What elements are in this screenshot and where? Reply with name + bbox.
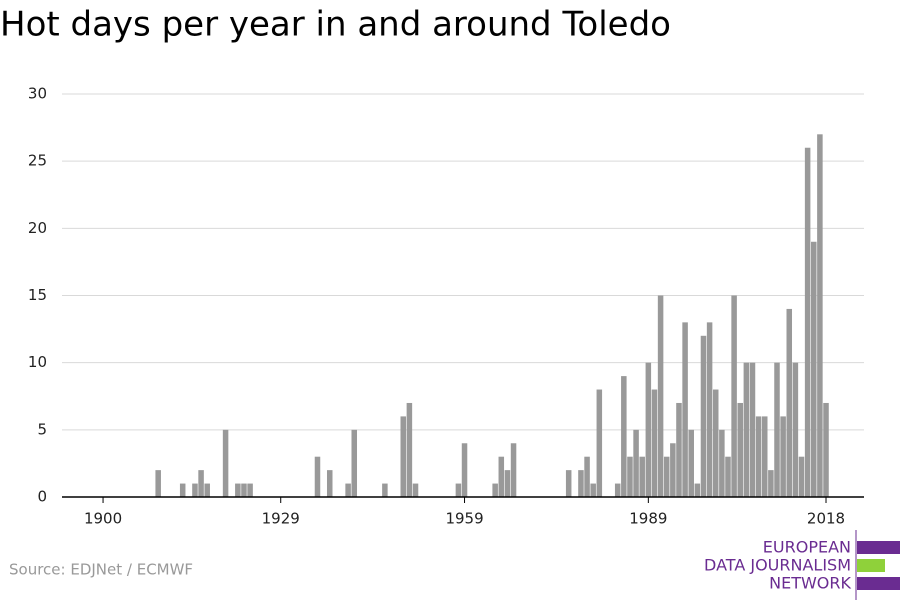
bar [596,389,603,497]
logo-text: NETWORK [769,574,851,593]
bar [761,416,768,497]
bar [823,402,829,497]
bar [706,322,713,497]
bar [247,483,253,497]
bar [817,134,823,498]
bar [627,456,633,497]
bar [780,416,786,497]
bar [749,362,756,497]
logo-text: EUROPEAN [763,538,851,557]
bar [455,483,462,497]
logo-bar [857,559,885,572]
bar [663,456,670,497]
bar [768,470,774,497]
logo-text: DATA JOURNALISM [704,556,851,575]
bar [633,429,639,497]
bar [345,483,351,497]
chart-title: Hot days per year in and around Toledo [0,5,671,45]
y-tick-label: 15 [28,286,47,304]
bar [235,483,241,497]
bar [492,483,498,497]
bar [725,456,731,497]
bar [731,295,737,497]
bar [406,402,413,497]
bar [198,470,204,497]
bar [804,147,811,497]
x-tick-label: 1959 [445,510,483,528]
bar [676,402,682,497]
logo-bar [857,577,900,590]
bar [639,456,645,497]
bar [578,470,584,497]
bar [412,483,419,497]
bar [645,362,652,497]
bar [382,483,388,497]
bar [670,443,676,497]
bar [743,362,750,497]
bar [351,429,358,497]
bar [737,402,743,497]
bar [651,389,658,497]
bar [241,483,247,497]
bar [314,456,321,497]
bar [222,429,229,497]
bar [510,443,517,497]
source: Source: EDJNet / ECMWF [9,561,193,579]
y-tick-label: 0 [37,488,47,506]
bar [755,416,762,497]
bar [461,443,468,497]
bar [774,362,780,497]
bar [798,456,805,497]
bar [504,470,511,497]
bar [498,456,505,497]
bar [326,470,333,497]
bar [621,376,627,497]
bar [682,322,688,497]
bar [786,308,793,497]
bar [179,483,186,497]
y-tick-label: 10 [28,353,47,371]
y-tick-label: 30 [28,85,47,103]
bar [700,335,707,497]
y-tick-label: 25 [28,152,47,170]
bar [204,483,210,497]
bar [590,483,596,497]
bar [565,470,572,497]
bar [584,456,590,497]
y-tick-label: 5 [37,420,47,438]
bar [192,483,198,497]
y-tick-label: 20 [28,219,47,237]
x-tick-label: 1989 [629,510,667,528]
bar [688,429,694,497]
bar [155,470,161,497]
bar [657,295,664,497]
bar [811,241,817,497]
bar [792,362,799,497]
bar [400,416,407,497]
bar [694,483,701,497]
logo-bar [857,541,900,554]
x-tick-label: 1900 [84,510,122,528]
x-tick-label: 1929 [262,510,300,528]
x-tick-label: 2018 [807,510,845,528]
bar [719,429,725,497]
bar [614,483,621,497]
bar [712,389,719,497]
